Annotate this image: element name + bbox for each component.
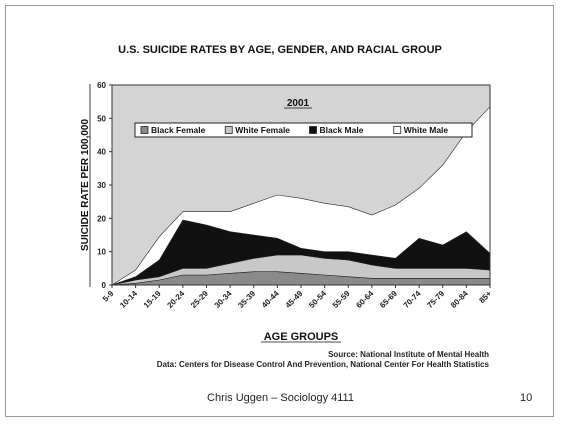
x-axis-label: AGE GROUPS bbox=[264, 331, 339, 343]
x-tick-label: 5-9 bbox=[101, 289, 116, 304]
legend-label: White Male bbox=[404, 125, 449, 135]
legend-label: Black Female bbox=[151, 125, 206, 135]
y-tick-label: 60 bbox=[97, 81, 106, 90]
legend-label: Black Male bbox=[320, 125, 364, 135]
y-axis-label: SUICIDE RATE PER 100,000 bbox=[80, 119, 91, 252]
y-axis: 0 10 20 30 40 50 60 bbox=[97, 81, 112, 290]
x-tick-label: 15-19 bbox=[142, 289, 163, 310]
x-tick-label: 45-49 bbox=[284, 289, 305, 310]
chart-subtitle: 2001 bbox=[287, 98, 310, 109]
legend-swatch bbox=[224, 126, 233, 134]
legend-swatch bbox=[393, 126, 402, 134]
x-tick-label: 35-39 bbox=[236, 289, 257, 310]
x-tick-label: 55-59 bbox=[331, 289, 352, 310]
legend-box bbox=[134, 122, 473, 138]
legend-swatch bbox=[140, 126, 149, 134]
x-tick-label: 10-14 bbox=[118, 289, 139, 310]
x-tick-label: 70-74 bbox=[402, 289, 423, 310]
source-line-2: Data: Centers for Disease Control And Pr… bbox=[156, 360, 489, 369]
x-tick-label: 25-29 bbox=[189, 289, 210, 310]
y-tick-label: 50 bbox=[97, 114, 106, 123]
legend: Black Female White Female Black Male White … bbox=[134, 122, 473, 138]
x-axis: 5-9 10-14 15-19 20-24 25-29 30-34 35-39 40-44 45… bbox=[101, 285, 494, 310]
slide-footer-author: Chris Uggen – Sociology 4111 bbox=[207, 392, 354, 404]
x-tick-label: 30-34 bbox=[213, 289, 234, 310]
x-tick-label: 85+ bbox=[477, 289, 493, 305]
x-tick-label: 50-54 bbox=[307, 289, 328, 310]
x-tick-label: 60-64 bbox=[354, 289, 375, 310]
y-tick-label: 20 bbox=[97, 214, 106, 223]
source-line-1: Source: National Institute of Mental Hea… bbox=[328, 350, 489, 359]
x-tick-label: 20-24 bbox=[165, 289, 186, 310]
legend-swatch bbox=[309, 126, 317, 134]
chart-title: U.S. SUICIDE RATES BY AGE, GENDER, AND R… bbox=[118, 44, 442, 56]
y-tick-label: 10 bbox=[97, 248, 106, 257]
x-tick-label: 65-69 bbox=[378, 289, 399, 310]
y-tick-label: 40 bbox=[97, 148, 106, 157]
y-tick-label: 30 bbox=[97, 181, 106, 190]
legend-label: White Female bbox=[235, 125, 290, 135]
x-tick-label: 40-44 bbox=[260, 289, 281, 310]
x-tick-label: 75-79 bbox=[425, 289, 446, 310]
y-tick-label: 0 bbox=[102, 281, 107, 290]
slide-page-number: 10 bbox=[520, 392, 533, 404]
x-tick-label: 80-84 bbox=[449, 289, 470, 310]
